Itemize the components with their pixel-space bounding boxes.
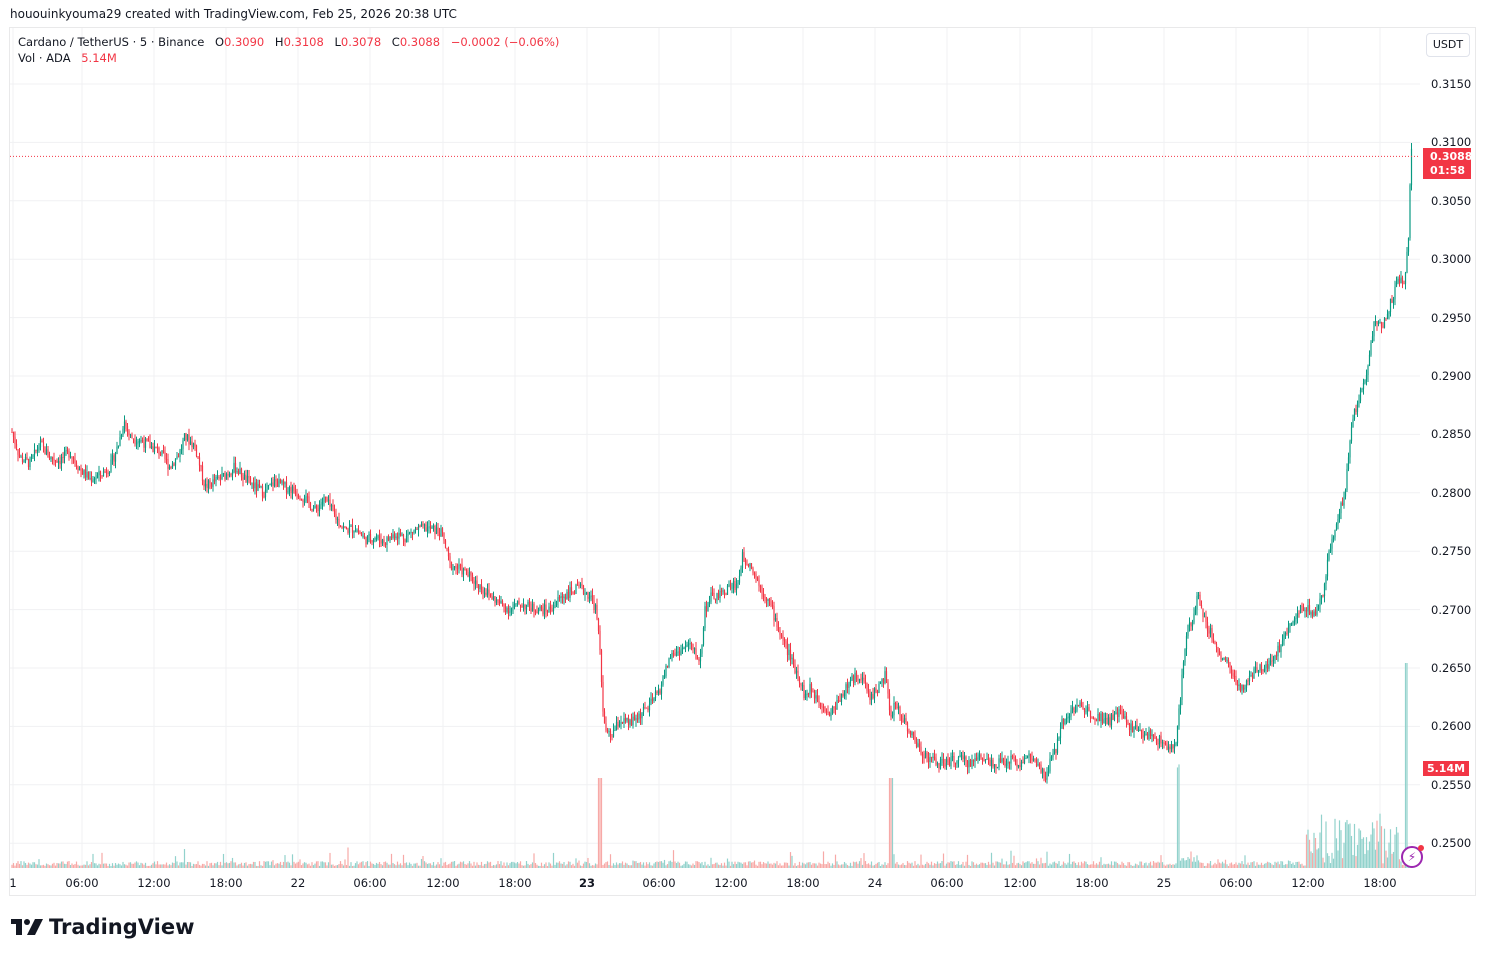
time-tick: 06:00	[65, 876, 99, 890]
price-tick: 0.2850	[1431, 427, 1472, 442]
high-value: 0.3108	[283, 35, 324, 49]
time-tick: 1	[9, 876, 17, 890]
price-tick: 0.2650	[1431, 661, 1472, 675]
price-tick: 0.3050	[1431, 193, 1472, 208]
time-tick: 06:00	[1219, 876, 1253, 890]
time-tick: 12:00	[1291, 876, 1325, 890]
price-tick: 0.3000	[1431, 252, 1472, 267]
tradingview-logo: TradingView	[11, 915, 194, 939]
time-tick: 18:00	[1363, 876, 1397, 890]
lightning-icon[interactable]: ⚡	[1401, 845, 1424, 868]
change-value: −0.0002 (−0.06%)	[450, 35, 560, 49]
price-tick: 0.2600	[1431, 719, 1472, 734]
price-tick: 0.2700	[1431, 602, 1472, 617]
last-price: 0.3088	[1430, 150, 1473, 163]
time-tick: 06:00	[930, 876, 964, 890]
chart-legend: Cardano / TetherUS · 5 · Binance O0.3090…	[18, 34, 559, 66]
time-tick: 18:00	[498, 876, 532, 890]
notification-dot	[1418, 845, 1424, 851]
currency-button[interactable]: USDT	[1426, 33, 1470, 57]
bar-countdown: 01:58	[1430, 164, 1466, 177]
time-tick: 12:00	[714, 876, 748, 890]
low-value: 0.3078	[340, 35, 382, 49]
time-tick: 06:00	[642, 876, 676, 890]
time-tick: 06:00	[353, 876, 387, 890]
price-tick: 0.2800	[1431, 485, 1472, 500]
tv-logo-icon	[11, 919, 43, 935]
chart-credit: hououinkyouma29 created with TradingView…	[10, 7, 457, 21]
volume-row: Vol · ADA 5.14M	[18, 50, 559, 66]
price-tick: 0.3100	[1431, 135, 1472, 150]
time-tick: 22	[290, 876, 306, 890]
price-tick: 0.2500	[1431, 836, 1472, 851]
time-tick: 25	[1156, 876, 1172, 890]
time-tick: 18:00	[1075, 876, 1109, 890]
time-tick: 12:00	[1003, 876, 1037, 890]
price-tick: 0.2900	[1431, 369, 1472, 383]
ohlc-row: Cardano / TetherUS · 5 · Binance O0.3090…	[18, 35, 560, 49]
price-tick: 0.3150	[1431, 77, 1472, 91]
volume-tag: 5.14M	[1423, 761, 1469, 776]
volume-label[interactable]: Vol · ADA	[18, 51, 71, 65]
chart-frame	[9, 27, 1476, 896]
time-tick: 12:00	[137, 876, 171, 890]
price-tick: 0.2550	[1431, 777, 1472, 792]
last-price-tag: 0.3088 01:58	[1423, 148, 1473, 179]
price-tick: 0.2750	[1431, 544, 1472, 559]
close-value: 0.3088	[399, 35, 441, 49]
time-tick: 18:00	[209, 876, 243, 890]
symbol-title[interactable]: Cardano / TetherUS · 5 · Binance	[18, 35, 205, 49]
brand-name: TradingView	[49, 915, 195, 939]
time-tick: 24	[867, 876, 883, 890]
time-tick: 12:00	[426, 876, 460, 890]
time-tick: 23	[578, 876, 596, 890]
price-tick: 0.2950	[1431, 310, 1472, 325]
open-value: 0.3090	[224, 35, 265, 49]
time-tick: 18:00	[786, 876, 820, 890]
volume-value: 5.14M	[81, 51, 117, 65]
